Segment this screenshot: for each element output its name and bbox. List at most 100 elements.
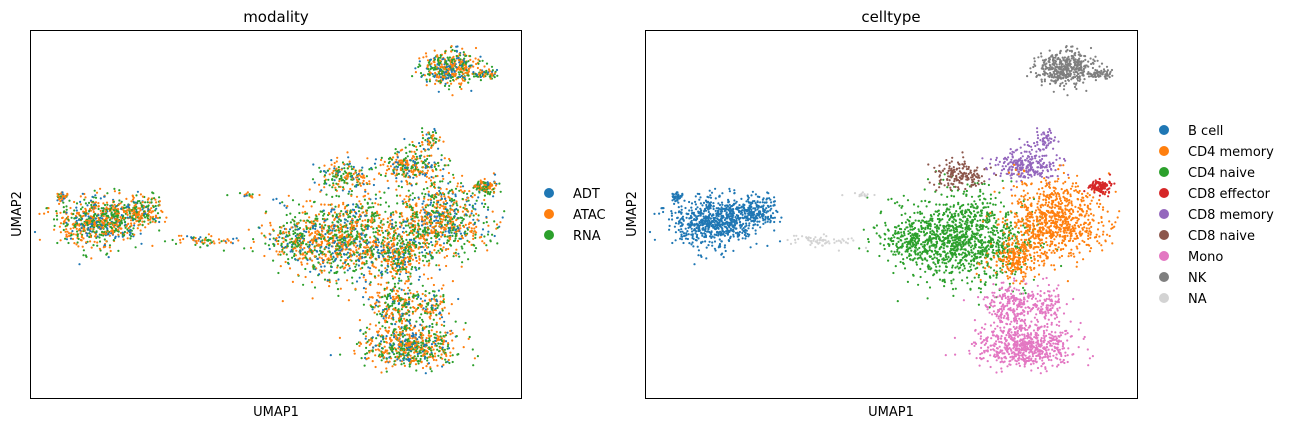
scatter-point <box>436 215 439 218</box>
scatter-point <box>299 219 302 222</box>
scatter-point <box>388 356 391 359</box>
scatter-point <box>312 163 315 166</box>
scatter-point <box>158 229 161 232</box>
scatter-point <box>354 205 357 208</box>
scatter-point <box>417 340 420 343</box>
scatter-point <box>418 251 421 254</box>
scatter-point <box>422 147 425 151</box>
scatter-point <box>117 208 120 211</box>
scatter-point <box>391 267 394 270</box>
scatter-point <box>333 271 336 275</box>
scatter-point <box>359 255 362 258</box>
scatter-point <box>410 345 413 348</box>
scatter-point <box>439 331 442 334</box>
scatter-point <box>432 142 435 145</box>
scatter-point <box>487 186 490 189</box>
scatter-point <box>302 239 306 242</box>
scatter-point <box>84 210 87 213</box>
scatter-point <box>57 195 60 198</box>
scatter-point <box>320 271 323 274</box>
scatter-point <box>115 220 118 223</box>
scatter-point <box>131 194 134 197</box>
scatter-point <box>377 248 380 252</box>
scatter-point <box>439 231 442 234</box>
scatter-point <box>414 337 417 340</box>
scatter-point <box>349 220 352 223</box>
scatter-point <box>141 195 144 198</box>
scatter-point <box>401 312 404 315</box>
scatter-point <box>411 198 414 201</box>
scatter-point <box>387 226 390 229</box>
scatter-point <box>371 252 374 255</box>
scatter-point <box>339 212 342 215</box>
scatter-point <box>333 259 337 262</box>
scatter-point <box>97 216 100 220</box>
scatter-point <box>149 221 152 224</box>
scatter-point <box>402 359 405 362</box>
scatter-point <box>329 236 332 240</box>
scatter-point <box>368 296 371 299</box>
scatter-point <box>427 137 431 140</box>
scatter-point <box>364 280 367 283</box>
scatter-point <box>419 323 422 326</box>
scatter-point <box>408 253 411 256</box>
scatter-point <box>394 323 397 326</box>
scatter-point <box>371 211 374 214</box>
scatter-point <box>439 247 442 251</box>
scatter-point <box>314 230 317 233</box>
scatter-point <box>407 286 410 289</box>
scatter-point <box>409 343 412 346</box>
scatter-point <box>410 268 413 271</box>
scatter-point <box>384 250 387 253</box>
scatter-point <box>362 183 365 186</box>
scatter-point <box>345 253 348 256</box>
scatter-point <box>382 244 385 247</box>
scatter-point <box>429 366 432 369</box>
scatter-point <box>494 184 498 187</box>
scatter-point <box>381 239 384 242</box>
scatter-point <box>296 239 299 242</box>
scatter-point <box>344 243 347 246</box>
scatter-point <box>292 242 295 245</box>
scatter-point <box>488 193 491 196</box>
scatter-point <box>364 219 367 222</box>
scatter-point <box>296 241 299 244</box>
scatter-point <box>406 155 409 158</box>
scatter-point <box>433 165 436 168</box>
scatter-point <box>392 239 395 242</box>
scatter-point <box>134 214 137 217</box>
scatter-point <box>482 185 485 188</box>
scatter-point <box>147 219 150 222</box>
scatter-point <box>324 224 327 227</box>
scatter-point <box>354 169 357 172</box>
scatter-point <box>154 209 157 212</box>
scatter-point <box>323 212 326 215</box>
scatter-point <box>414 363 418 366</box>
scatter-point <box>148 201 151 204</box>
scatter-point <box>440 287 443 290</box>
scatter-point <box>418 275 421 278</box>
scatter-point <box>370 305 373 308</box>
scatter-point <box>291 280 294 283</box>
scatter-point <box>442 335 445 338</box>
scatter-point <box>312 220 315 223</box>
scatter-point <box>53 228 56 231</box>
scatter-point <box>331 258 334 261</box>
scatter-point <box>407 263 410 266</box>
scatter-point <box>447 195 450 198</box>
scatter-point <box>424 294 427 298</box>
scatter-point <box>431 169 434 172</box>
scatter-point <box>101 230 104 233</box>
scatter-point <box>277 234 280 237</box>
scatter-point <box>443 256 446 259</box>
scatter-point <box>471 192 474 195</box>
scatter-point <box>374 166 377 169</box>
scatter-point <box>380 371 383 374</box>
scatter-point <box>38 238 42 241</box>
scatter-point <box>447 247 450 251</box>
scatter-point <box>427 142 430 145</box>
scatter-point <box>483 198 486 202</box>
scatter-point <box>288 234 291 237</box>
scatter-point <box>317 213 321 216</box>
scatter-point <box>493 191 496 194</box>
